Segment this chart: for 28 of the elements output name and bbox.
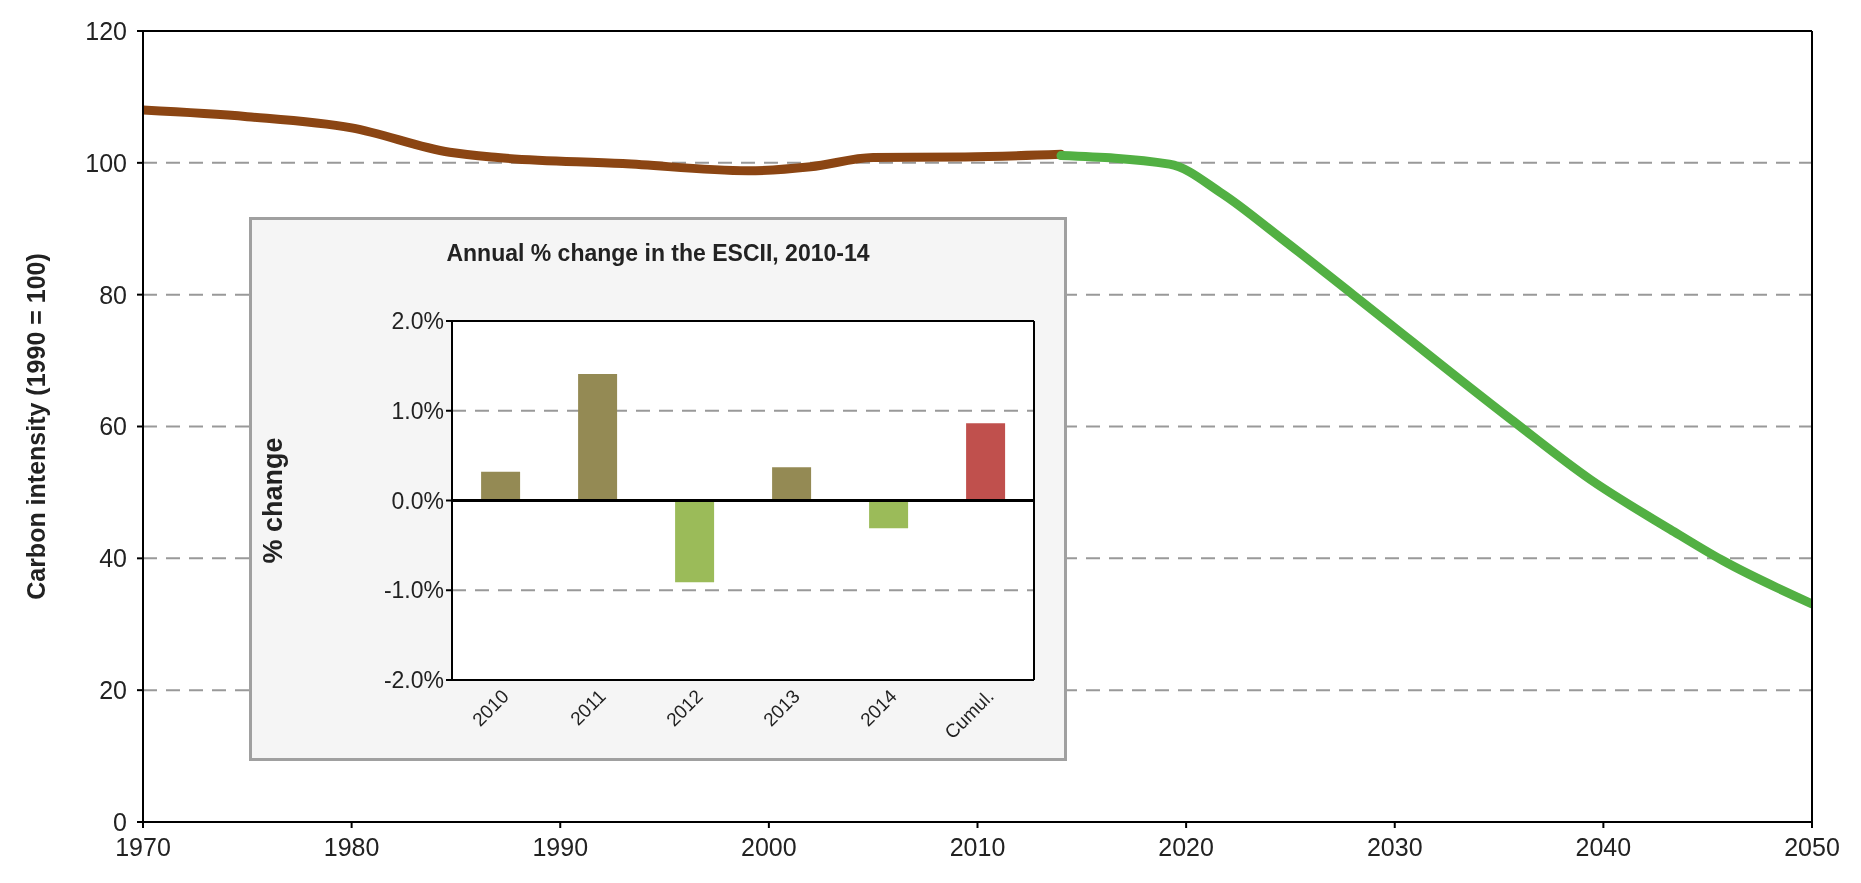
y-tick-label: 100	[85, 148, 127, 177]
y-tick-label: 120	[85, 16, 127, 45]
x-tick-label: 1990	[532, 832, 589, 861]
bar	[869, 500, 909, 529]
y-tick-label: 60	[99, 412, 127, 441]
bar	[675, 500, 715, 583]
bar	[772, 467, 812, 501]
y-tick-label: 1.0%	[391, 397, 444, 424]
bar	[481, 471, 521, 501]
y-axis-title: Carbon intensity (1990 = 100)	[21, 253, 50, 600]
chart-title: Annual % change in the ESCII, 2010-14	[445, 240, 871, 267]
x-tick-label: 2030	[1366, 832, 1423, 861]
x-tick-label: 2040	[1575, 832, 1632, 861]
x-tick-label: 1980	[323, 832, 380, 861]
bar	[966, 423, 1006, 501]
y-tick-label: 0.0%	[391, 487, 444, 514]
x-tick-label: 2000	[741, 832, 797, 861]
x-tick-label: 2010	[949, 832, 1006, 861]
x-tick-label: 2050	[1784, 832, 1840, 861]
y-tick-label: -1.0%	[383, 577, 444, 604]
y-tick-label: 40	[99, 544, 127, 573]
y-tick-label: 20	[99, 676, 127, 705]
y-axis-title: % change	[257, 437, 288, 564]
y-tick-label: 80	[99, 280, 127, 309]
x-tick-label: 2020	[1158, 832, 1214, 861]
y-tick-label: -2.0%	[383, 667, 444, 694]
y-tick-label: 2.0%	[391, 308, 444, 335]
bar	[578, 373, 618, 501]
